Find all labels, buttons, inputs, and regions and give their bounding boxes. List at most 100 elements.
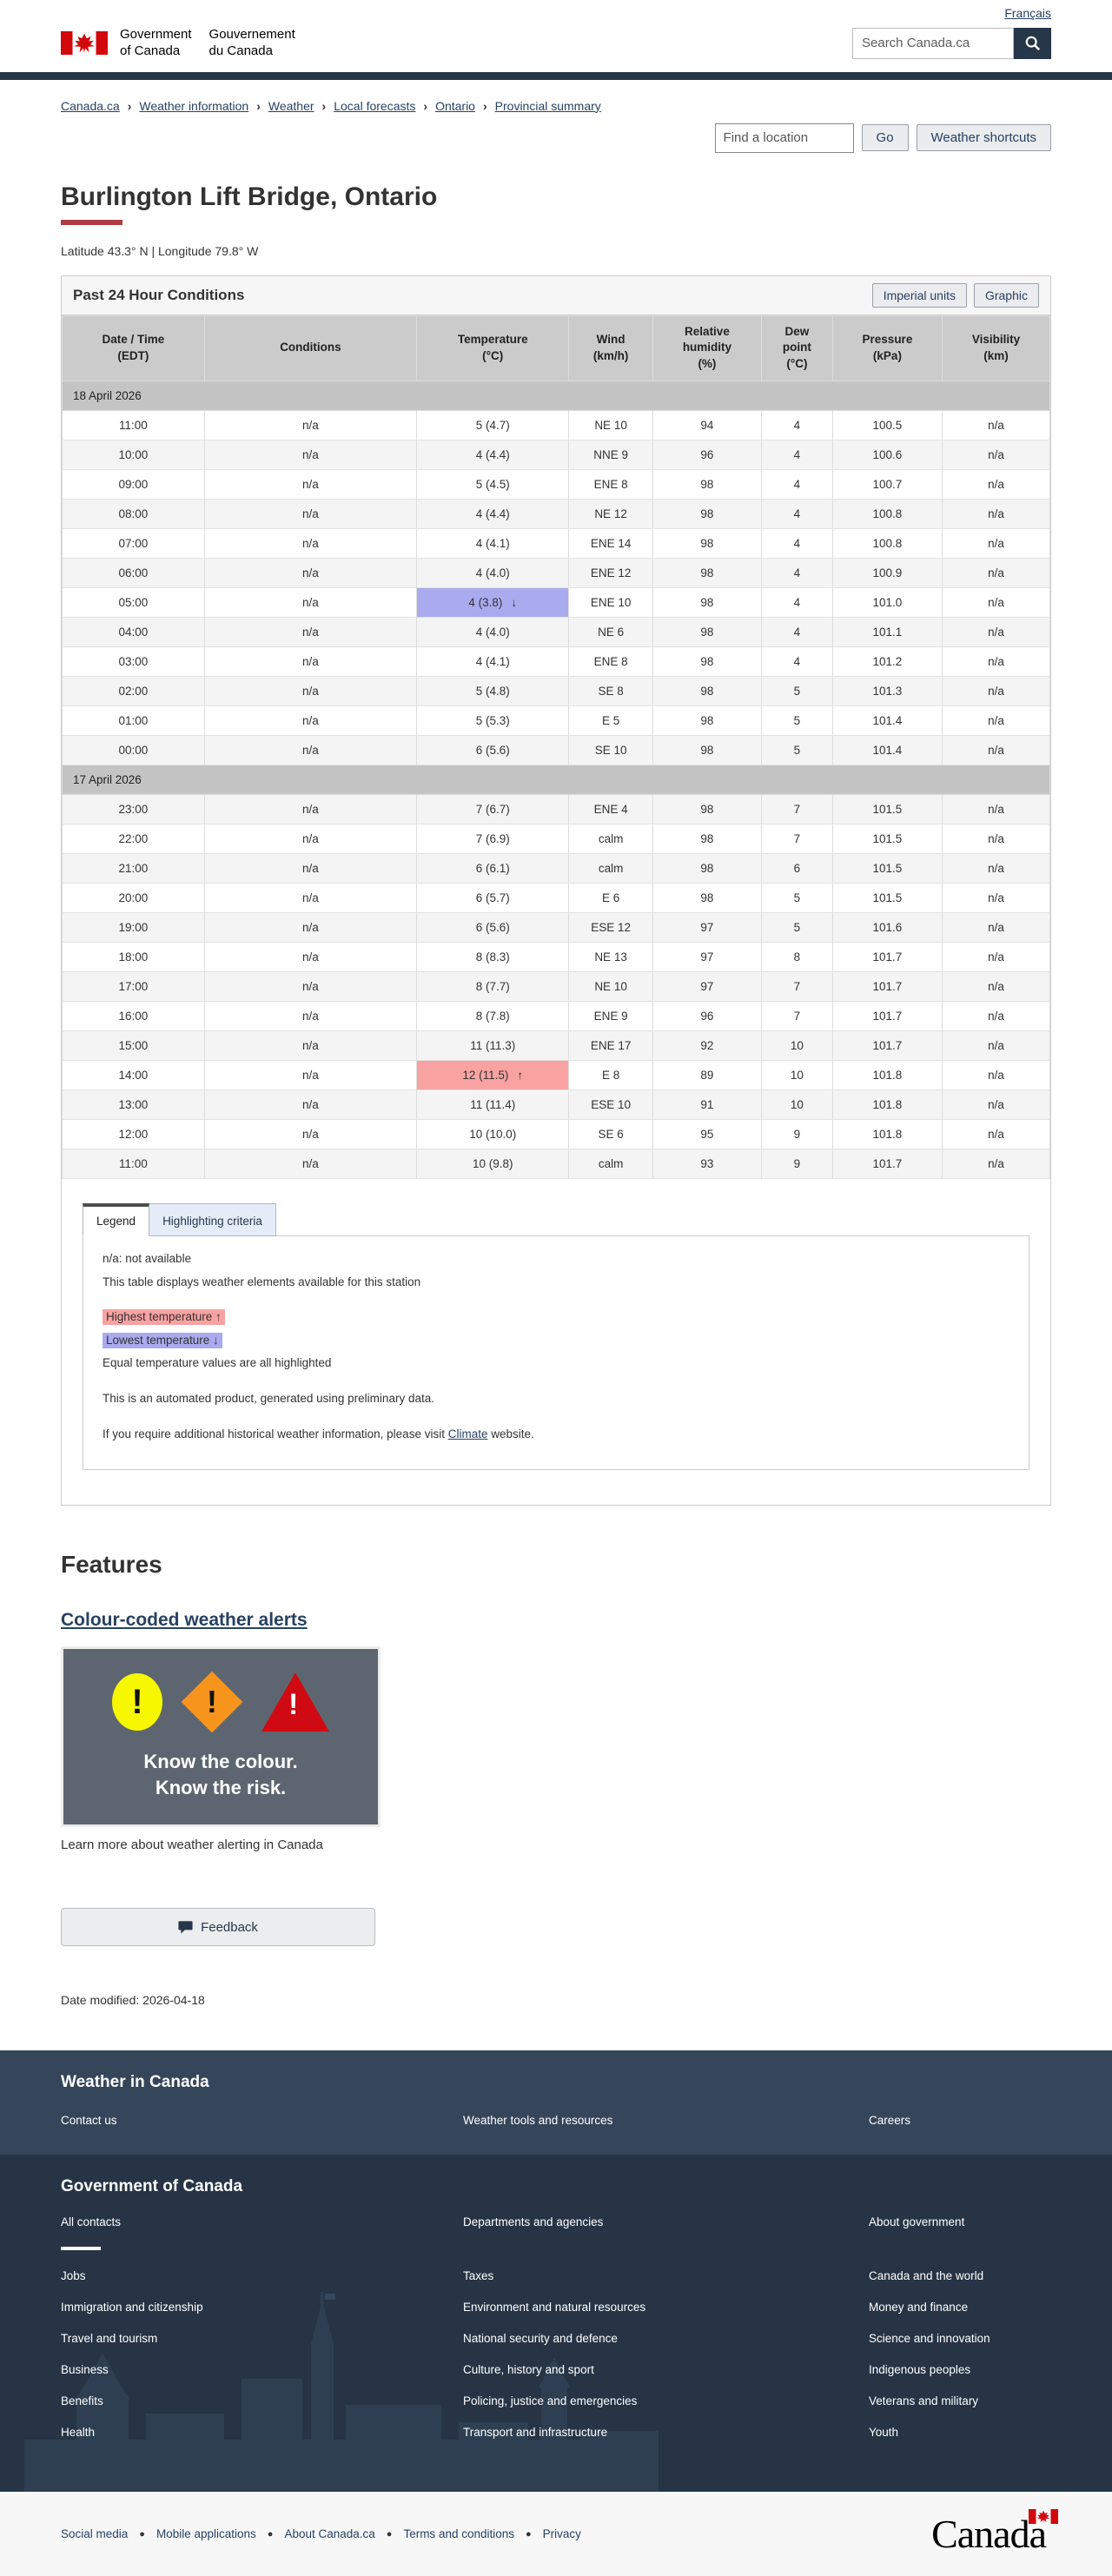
footer-link-veterans-and-military[interactable]: Veterans and military	[869, 2394, 979, 2408]
footer-link-health[interactable]: Health	[61, 2426, 96, 2440]
cell-rh: 98	[652, 794, 762, 825]
cell-temp: 12 (11.5) ↑	[416, 1060, 570, 1091]
footer-link-science-and-innovation[interactable]: Science and innovation	[869, 2332, 990, 2346]
wordmark-flag-icon	[1029, 2508, 1058, 2524]
footer-link-indigenous-peoples[interactable]: Indigenous peoples	[869, 2363, 971, 2377]
legend-table-note: This table displays weather elements ava…	[103, 1275, 421, 1288]
cell-rh: 94	[652, 410, 762, 441]
footer-link-taxes[interactable]: Taxes	[463, 2269, 494, 2283]
cell-wind: ENE 9	[568, 1001, 653, 1032]
colour-coded-alerts-link[interactable]: Colour-coded weather alerts	[61, 1610, 308, 1631]
cell-rh: 98	[652, 617, 762, 648]
footer-link-canada-and-the-world[interactable]: Canada and the world	[869, 2269, 984, 2283]
cell-rh: 98	[652, 735, 762, 766]
breadcrumb-separator: ›	[321, 98, 327, 113]
cell-wind: NE 10	[568, 410, 653, 441]
weather-alerts-image[interactable]: ! ! ! Know the colour. Know the risk.	[61, 1646, 381, 1828]
conditions-row: 10:00 n/a 4 (4.4) NNE 9 96 4 100.6 n/a	[62, 440, 1050, 471]
cell-temp: 10 (9.8)	[416, 1149, 570, 1180]
footer-bottom-link-privacy[interactable]: Privacy	[542, 2527, 581, 2541]
footer-link-money-and-finance[interactable]: Money and finance	[869, 2301, 969, 2314]
cell-pressure: 101.4	[831, 705, 943, 737]
imperial-units-button[interactable]: Imperial units	[871, 282, 967, 308]
footer-link-policing-justice-and-emergencies[interactable]: Policing, justice and emergencies	[463, 2394, 638, 2408]
footer-bottom-link-mobile-applications[interactable]: Mobile applications	[156, 2527, 256, 2541]
cell-conditions: n/a	[203, 912, 418, 944]
speech-bubble-icon	[178, 1921, 193, 1934]
footer-link-transport-and-infrastructure[interactable]: Transport and infrastructure	[463, 2426, 608, 2440]
cell-dew: 9	[760, 1149, 833, 1180]
graphic-button[interactable]: Graphic	[973, 282, 1039, 308]
footer-bottom-link-about-canada-ca[interactable]: About Canada.ca	[284, 2527, 375, 2541]
title-accent-bar	[61, 219, 122, 225]
conditions-row: 16:00 n/a 8 (7.8) ENE 9 96 7 101.7 n/a	[62, 1001, 1050, 1032]
cell-temp: 6 (5.6)	[416, 735, 570, 766]
footer-link-national-security-and-defence[interactable]: National security and defence	[463, 2332, 618, 2346]
cell-wind: calm	[568, 1149, 653, 1180]
date-group-row: 17 April 2026	[62, 765, 1050, 796]
footer-link-youth[interactable]: Youth	[869, 2426, 899, 2440]
cell-temp: 4 (4.1)	[416, 528, 570, 560]
cell-pressure: 101.7	[831, 971, 943, 1003]
tab-highlighting-criteria[interactable]: Highlighting criteria	[149, 1203, 276, 1237]
footer-link-culture-history-and-sport[interactable]: Culture, history and sport	[463, 2363, 594, 2377]
footer-bottom-link-terms-and-conditions[interactable]: Terms and conditions	[403, 2527, 515, 2541]
breadcrumb-link[interactable]: Ontario	[435, 98, 475, 113]
cell-rh: 98	[652, 853, 762, 884]
search-input[interactable]	[852, 27, 1014, 59]
footer-link-careers[interactable]: Careers	[869, 2114, 911, 2128]
breadcrumb-link[interactable]: Local forecasts	[334, 98, 416, 113]
footer-link-all-contacts[interactable]: All contacts	[61, 2215, 122, 2229]
legend-na-note: n/a: not available	[103, 1252, 192, 1266]
footer-link-business[interactable]: Business	[61, 2363, 109, 2377]
cell-temp: 4 (4.0)	[416, 617, 570, 648]
footer-link-benefits[interactable]: Benefits	[61, 2394, 103, 2408]
breadcrumb-link[interactable]: Weather	[268, 98, 314, 113]
breadcrumb-link[interactable]: Canada.ca	[61, 98, 120, 113]
cell-rh: 98	[652, 558, 762, 589]
cell-temp: 6 (5.7)	[416, 883, 570, 914]
cell-wind: SE 8	[568, 676, 653, 707]
government-of-canada-signature[interactable]: Government of Canada Gouvernement du Canad…	[61, 27, 295, 60]
find-location-input[interactable]	[714, 123, 854, 153]
cell-vis: n/a	[942, 1119, 1050, 1150]
cell-time: 10:00	[62, 440, 205, 471]
cell-conditions: n/a	[203, 942, 418, 973]
conditions-row: 05:00 n/a 4 (3.8) ↓ ENE 10 98 4 101.0 n/a	[62, 587, 1050, 619]
red-alert-icon: !	[261, 1672, 329, 1732]
footer-link-environment-and-natural-resources[interactable]: Environment and natural resources	[463, 2301, 646, 2314]
search-button[interactable]	[1014, 27, 1051, 59]
cell-pressure: 100.6	[831, 440, 943, 471]
past-24h-conditions-panel: Past 24 Hour Conditions Imperial units G…	[61, 275, 1051, 1507]
cell-wind: NNE 9	[568, 440, 653, 471]
language-toggle-link[interactable]: Français	[1004, 6, 1051, 20]
footer-link-jobs[interactable]: Jobs	[61, 2269, 86, 2283]
conditions-table-body: 18 April 2026 11:00 n/a 5 (4.7) NE 10 94 4 100.…	[62, 381, 1050, 1180]
cell-vis: n/a	[942, 676, 1050, 707]
footer-link-departments-and-agencies[interactable]: Departments and agencies	[463, 2215, 604, 2229]
cell-conditions: n/a	[203, 587, 418, 619]
weather-shortcuts-button[interactable]: Weather shortcuts	[916, 124, 1051, 151]
cell-time: 18:00	[62, 942, 205, 973]
go-button[interactable]: Go	[861, 124, 909, 151]
cell-time: 20:00	[62, 883, 205, 914]
breadcrumb-link[interactable]: Provincial summary	[494, 98, 601, 113]
tab-legend[interactable]: Legend	[83, 1203, 150, 1237]
cell-wind: NE 13	[568, 942, 653, 973]
footer-link-immigration-and-citizenship[interactable]: Immigration and citizenship	[61, 2301, 203, 2314]
footer-main-band: Government of Canada All contacts Departm…	[0, 2155, 1112, 2493]
climate-link[interactable]: Climate	[447, 1427, 488, 1440]
footer-bottom-link-social-media[interactable]: Social media	[61, 2527, 129, 2541]
breadcrumb-link[interactable]: Weather information	[139, 98, 249, 113]
cell-conditions: n/a	[203, 794, 418, 825]
footer-link-contact-us[interactable]: Contact us	[61, 2114, 117, 2128]
footer-band1-heading: Weather in Canada	[61, 2073, 209, 2092]
cell-time: 11:00	[62, 1149, 205, 1180]
breadcrumb-separator: ›	[482, 98, 487, 113]
cell-time: 11:00	[62, 410, 205, 441]
footer-link-about-government[interactable]: About government	[869, 2215, 965, 2229]
feedback-button[interactable]: Feedback	[61, 1908, 375, 1947]
footer-link-travel-and-tourism[interactable]: Travel and tourism	[61, 2332, 158, 2346]
cell-time: 23:00	[62, 794, 205, 825]
footer-link-weather-tools[interactable]: Weather tools and resources	[463, 2114, 613, 2128]
